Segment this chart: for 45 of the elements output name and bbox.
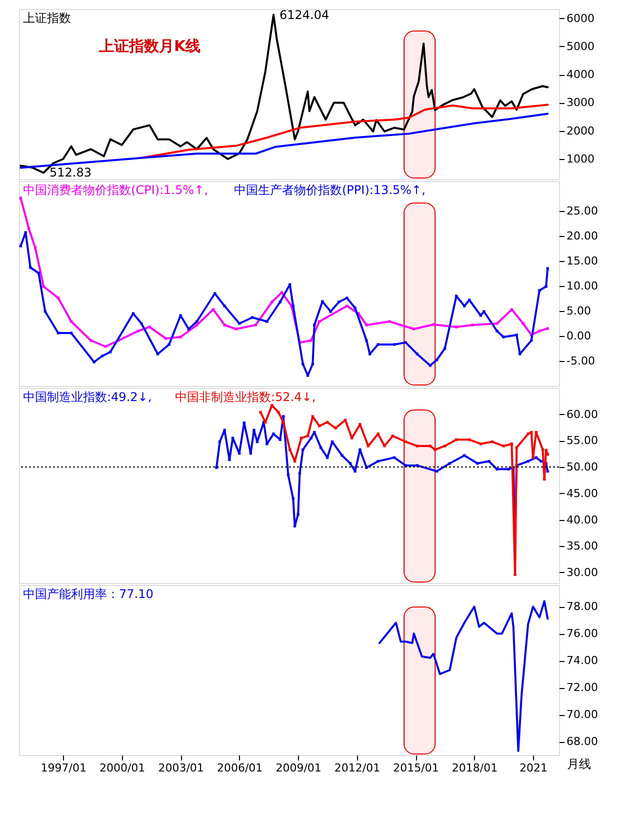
y-tick-label: 4000 <box>566 68 594 82</box>
y-tick-label: 50.00 <box>566 460 598 474</box>
text: 月线 <box>567 757 591 771</box>
y-tick-label: 68.00 <box>566 735 598 748</box>
y-tick-label: 72.00 <box>566 681 598 694</box>
y-tick-label: 0.00 <box>566 330 591 342</box>
y-tick-label: 40.00 <box>566 513 598 526</box>
y-tick-label: -5.00 <box>566 354 595 368</box>
y-tick-label: 35.00 <box>566 540 598 553</box>
y-tick-label: 70.00 <box>566 708 598 722</box>
y-tick-label: 5000 <box>566 40 594 53</box>
x-tick-label: 2000/01 <box>99 762 146 774</box>
annotation: 512.83 <box>49 166 92 180</box>
x-tick-label: 1997/01 <box>40 762 86 774</box>
y-tick-label: 20.00 <box>566 230 598 242</box>
y-tick-label: 3000 <box>566 96 594 110</box>
text: 中国生产者物价指数(PPI):13.5%↑, <box>234 183 426 197</box>
y-tick-label: 74.00 <box>566 654 598 668</box>
y-tick-label: 30.00 <box>566 566 598 579</box>
x-tick-label: 2003/01 <box>158 762 204 774</box>
x-tick-label: 2012/01 <box>334 762 380 774</box>
y-tick-label: 2000 <box>566 124 594 138</box>
x-tick-label: 2021 <box>520 762 548 774</box>
series-label: 中国消费者物价指数(CPI):1.5%↑, <box>23 183 208 197</box>
x-tick-label: 2018/01 <box>452 762 498 774</box>
chart-title: 上证指数 <box>23 11 71 25</box>
annotation: 6124.04 <box>280 8 330 22</box>
y-tick-label: 45.00 <box>566 486 598 500</box>
x-tick-label: 2009/01 <box>276 762 322 774</box>
x-tick-label: 2006/01 <box>216 762 263 774</box>
y-tick-label: 60.00 <box>566 408 598 421</box>
text: 中国产能利用率：77.10 <box>23 587 154 601</box>
series-label: 中国非制造业指数:52.4↓, <box>175 390 316 404</box>
y-tick-label: 25.00 <box>566 204 598 218</box>
y-tick-label: 55.00 <box>566 434 598 448</box>
annotation: 上证指数月K线 <box>98 37 201 55</box>
y-tick-label: 5.00 <box>566 304 591 318</box>
y-tick-label: 78.00 <box>566 600 598 614</box>
x-tick-label: 2015/01 <box>393 762 439 774</box>
y-tick-label: 6000 <box>566 12 594 25</box>
y-tick-label: 76.00 <box>566 627 598 640</box>
y-tick-label: 15.00 <box>566 254 598 268</box>
y-tick-label: 10.00 <box>566 280 598 292</box>
y-tick-label: 1000 <box>566 152 594 166</box>
text: 中国制造业指数:49.2↓, <box>23 390 152 404</box>
